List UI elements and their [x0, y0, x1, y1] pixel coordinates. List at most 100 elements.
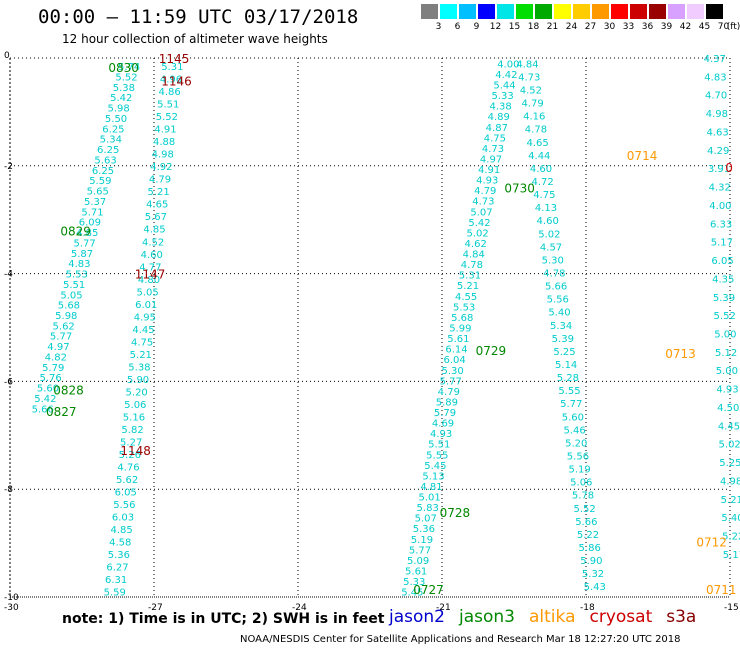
color-scale-label: 27 [584, 22, 597, 32]
color-scale-swatch [516, 4, 533, 19]
wave-height-value: 5.12 [715, 348, 737, 359]
wave-height-value: 6.01 [135, 300, 157, 311]
wave-height-value: 6.25 [97, 145, 119, 156]
mission-legend-entry: jason3 [459, 607, 515, 627]
color-scale-swatch [440, 4, 457, 19]
color-scale-swatch [687, 4, 704, 19]
wave-height-value: 6.33 [710, 219, 732, 230]
y-tick-label: -4 [4, 270, 13, 280]
wave-height-value: 4.76 [117, 462, 139, 473]
color-scale-swatch [668, 4, 685, 19]
wave-height-value: 5.52 [714, 311, 736, 322]
wave-height-value: 6.14 [445, 345, 467, 356]
wave-height-value: 4.38 [490, 102, 512, 113]
wave-height-value: 4.91 [154, 125, 176, 136]
wave-height-value: 4.98 [706, 109, 728, 120]
mission-legend-entry: cryosat [589, 607, 653, 627]
wave-height-value: 5.98 [108, 104, 130, 115]
wave-height-value: 4.45 [132, 325, 154, 336]
time-label: 0728 [440, 506, 471, 520]
wave-height-value: 5.51 [63, 280, 85, 291]
wave-height-value: 5.98 [55, 311, 77, 322]
wave-height-value: 5.31 [459, 271, 481, 282]
time-label: 1146 [161, 75, 192, 89]
time-label: 0711 [706, 583, 737, 597]
wave-height-value: 5.40 [548, 308, 570, 319]
color-scale-label: 70 [717, 22, 730, 32]
wave-height-value: 4.65 [526, 138, 548, 149]
wave-height-value: 4.42 [495, 70, 517, 81]
wave-height-value: 5.37 [84, 197, 106, 208]
wave-height-value: 4.84 [516, 59, 538, 70]
wave-height-value: 4.29 [707, 146, 729, 157]
wave-height-value: 4.63 [706, 127, 728, 138]
time-label: 0730 [504, 181, 535, 195]
wave-height-value: 5.90 [580, 556, 602, 567]
x-tick-label: -18 [580, 603, 595, 613]
wave-height-value: 4.60 [537, 216, 559, 227]
wave-height-value: 4.83 [704, 72, 726, 83]
units-note: note: 1) Time is in UTC; 2) SWH is in fe… [62, 611, 385, 627]
chart-title: 00:00 – 11:59 UTC 03/17/2018 [38, 6, 359, 28]
wave-height-value: 5.52 [156, 112, 178, 123]
wave-height-value: 4.45 [718, 421, 740, 432]
wave-height-value: 5.83 [417, 503, 439, 514]
wave-height-value: 4.00 [497, 59, 519, 70]
wave-height-value: 5.77 [409, 545, 431, 556]
wave-height-value: 4.78 [543, 269, 565, 280]
time-label: 1147 [135, 268, 166, 282]
wave-height-value: 4.79 [149, 175, 171, 186]
wave-height-value: 5.36 [413, 524, 435, 535]
wave-height-value: 4.97 [480, 154, 502, 165]
mission-legend-entry: s3a [666, 607, 697, 627]
time-label: 0827 [46, 405, 77, 419]
wave-height-value: 5.38 [128, 362, 150, 373]
wave-height-value: 4.73 [472, 197, 494, 208]
wave-height-value: 5.67 [145, 212, 167, 223]
wave-height-value: 5.07 [415, 514, 437, 525]
time-label: 0727 [413, 583, 444, 597]
wave-height-value: 5.28 [557, 373, 579, 384]
wave-height-value: 5.77 [440, 376, 462, 387]
wave-height-value: 4.65 [146, 200, 168, 211]
wave-height-value: 5.22 [577, 530, 599, 541]
wave-height-value: 5.21 [147, 187, 169, 198]
wave-height-value: 5.02 [719, 440, 740, 451]
x-tick-label: -30 [4, 603, 19, 613]
wave-height-value: 5.19 [568, 465, 590, 476]
credit-line: NOAA/NESDIS Center for Satellite Applica… [240, 634, 681, 645]
wave-height-value: 5.42 [34, 394, 56, 405]
wave-height-value: 5.00 [716, 366, 738, 377]
wave-height-value: 5.65 [87, 187, 109, 198]
wave-height-value: 6.27 [106, 563, 128, 574]
x-tick-label: -15 [724, 603, 739, 613]
y-tick-label: -2 [4, 162, 13, 172]
color-scale-label: 36 [641, 22, 654, 32]
time-label: 0712 [696, 535, 727, 549]
color-scale-swatch [611, 4, 628, 19]
wave-height-value: 4.73 [482, 144, 504, 155]
wave-height-value: 5.39 [552, 334, 574, 345]
wave-height-value: 5.30 [442, 366, 464, 377]
wave-height-value: 5.14 [555, 360, 577, 371]
wave-height-value: 4.84 [463, 250, 485, 261]
wave-height-value: 4.62 [465, 239, 487, 250]
wave-height-value: 5.56 [567, 452, 589, 463]
color-scale-label: 42 [679, 22, 692, 32]
y-tick-label: -6 [4, 377, 13, 387]
wave-height-value: 4.13 [535, 203, 557, 214]
wave-height-value: 4.86 [158, 87, 180, 98]
color-scale-label: 6 [454, 22, 461, 32]
wave-height-value: 4.98 [152, 150, 174, 161]
color-scale-label: 15 [508, 22, 521, 32]
wave-height-value: 4.69 [432, 419, 454, 430]
wave-height-value: 5.77 [73, 238, 95, 249]
wave-height-value: 5.44 [493, 81, 515, 92]
wave-height-value: 5.30 [542, 255, 564, 266]
wave-height-value: 4.00 [709, 201, 731, 212]
wave-height-value: 4.89 [488, 112, 510, 123]
color-scale-label: (ft) [726, 22, 740, 32]
wave-height-value: 5.33 [491, 91, 513, 102]
wave-height-value: 5.33 [403, 577, 425, 588]
wave-height-value: 5.43 [584, 582, 606, 593]
